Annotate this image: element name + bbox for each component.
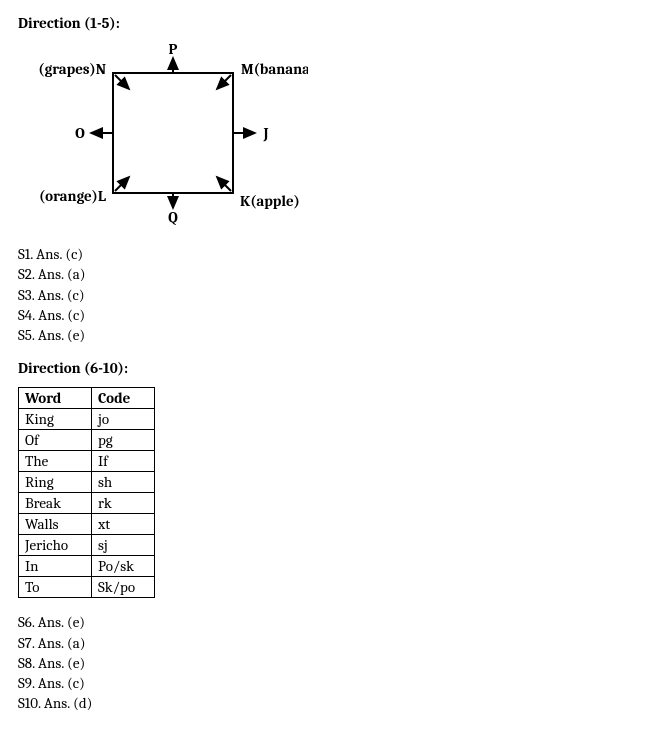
answer-row: S7. Ans. (a) bbox=[18, 633, 650, 653]
table-header-word: Word bbox=[19, 388, 92, 409]
table-row: Ofpg bbox=[19, 430, 155, 451]
label-O: O bbox=[75, 124, 85, 142]
table-header-code: Code bbox=[92, 388, 155, 409]
table-row: TheIf bbox=[19, 451, 155, 472]
section2-answers: S6. Ans. (e) S7. Ans. (a) S8. Ans. (e) S… bbox=[18, 612, 650, 713]
answer-row: S6. Ans. (e) bbox=[18, 612, 650, 632]
table-row: ToSk/po bbox=[19, 577, 155, 598]
section2-title: Direction (6-10): bbox=[18, 359, 650, 377]
table-row: Jerichosj bbox=[19, 535, 155, 556]
label-J: J bbox=[262, 124, 268, 142]
table-row: InPo/sk bbox=[19, 556, 155, 577]
table-row: Kingjo bbox=[19, 409, 155, 430]
section1-title: Direction (1-5): bbox=[18, 14, 650, 32]
label-K: K(apple) bbox=[240, 192, 300, 210]
label-N: (grapes)N bbox=[38, 60, 106, 78]
answer-row: S3. Ans. (c) bbox=[18, 285, 650, 305]
table-row: Wallsxt bbox=[19, 514, 155, 535]
answer-row: S10. Ans. (d) bbox=[18, 693, 650, 713]
label-L: (orange)L bbox=[39, 187, 107, 205]
table-row: Breakrk bbox=[19, 493, 155, 514]
answer-row: S8. Ans. (e) bbox=[18, 653, 650, 673]
label-M: M(banana) bbox=[241, 60, 308, 78]
answer-row: S5. Ans. (e) bbox=[18, 325, 650, 345]
answer-row: S9. Ans. (c) bbox=[18, 673, 650, 693]
label-Q: Q bbox=[168, 208, 178, 226]
answer-row: S2. Ans. (a) bbox=[18, 264, 650, 284]
answer-row: S4. Ans. (c) bbox=[18, 305, 650, 325]
code-table: Word Code Kingjo Ofpg TheIf Ringsh Break… bbox=[18, 387, 155, 598]
section1-answers: S1. Ans. (c) S2. Ans. (a) S3. Ans. (c) S… bbox=[18, 244, 650, 345]
direction-diagram: (grapes)N M(banana) (orange)L K(apple) P… bbox=[18, 38, 650, 232]
table-row: Ringsh bbox=[19, 472, 155, 493]
answer-row: S1. Ans. (c) bbox=[18, 244, 650, 264]
label-P: P bbox=[169, 40, 178, 58]
